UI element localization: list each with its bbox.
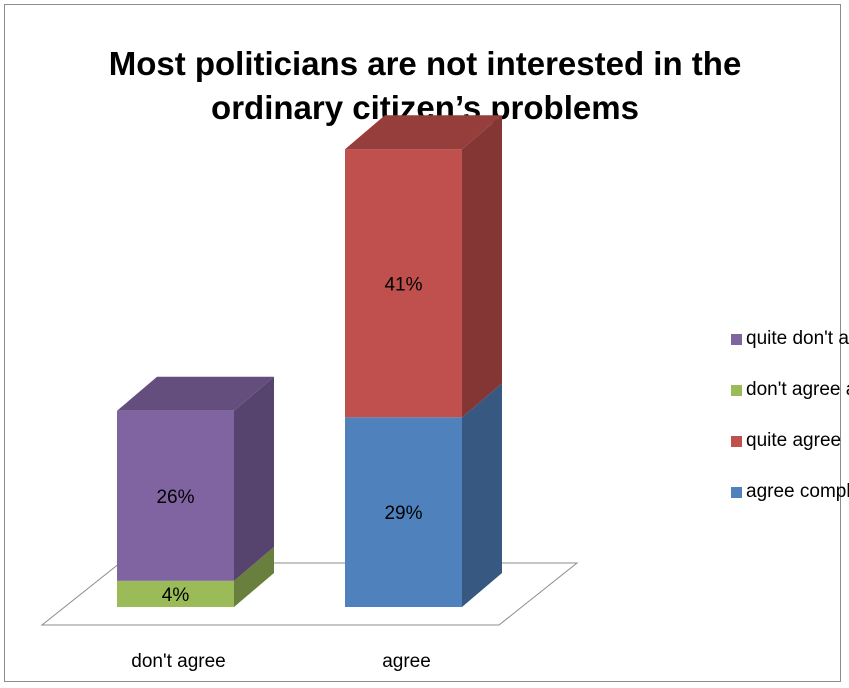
bar-don-t-agree-don-t-agree-at-all-side <box>234 546 274 607</box>
bar-agree-quite-agree-top <box>345 115 502 150</box>
data-label: 26% <box>156 487 194 508</box>
legend-label: don't agree at all <box>746 379 849 400</box>
legend-swatch <box>731 334 742 345</box>
legend-swatch <box>731 436 742 447</box>
bar-agree-agree-completely-front <box>345 417 462 607</box>
data-label: 29% <box>384 503 422 524</box>
data-label: 41% <box>384 274 422 295</box>
bar-don-t-agree-quite-don-t-agree-top <box>117 376 274 411</box>
bar-don-t-agree-don-t-agree-at-all-front <box>117 580 234 607</box>
data-label: 4% <box>162 585 190 606</box>
legend-swatch <box>731 385 742 396</box>
chart-title-line-1: Most politicians are not interested in t… <box>108 45 742 82</box>
bar-agree-quite-agree-side <box>462 115 502 418</box>
category-label: don't agree <box>131 651 225 672</box>
legend-label: quite don't agree <box>746 328 849 349</box>
bar-agree-quite-agree-front <box>345 149 462 418</box>
bar-agree-agree-completely-side <box>462 383 502 607</box>
bar-don-t-agree-quite-don-t-agree-front <box>117 410 234 581</box>
legend-swatch <box>731 487 742 498</box>
legend-label: agree completely <box>746 481 849 502</box>
bar-don-t-agree-quite-don-t-agree-side <box>234 376 274 581</box>
category-label: agree <box>382 651 431 672</box>
legend-label: quite agree <box>746 430 842 451</box>
chart-title: Most politicians are not interested in t… <box>0 42 849 130</box>
